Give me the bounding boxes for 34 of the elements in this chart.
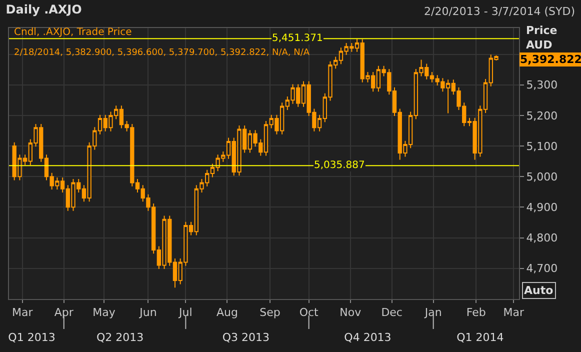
text: Auto	[524, 284, 554, 297]
x2-tick-label: Q3 2013	[222, 331, 270, 344]
x-tick-label: Mar	[503, 306, 524, 320]
y-tick-label: 5,300	[526, 78, 558, 92]
x-tick-label: Oct	[299, 306, 320, 320]
annotation: Cndl, .AXJO, Trade Price	[14, 27, 132, 38]
x2-tick-label: Q2 2013	[96, 331, 144, 344]
x2-tick-label: Q4 2013	[344, 331, 392, 344]
x-tick-label: Nov	[340, 306, 362, 320]
y-tick-label: 5,200	[526, 109, 558, 122]
y-tick-label: 4,800	[526, 232, 558, 245]
y-tick-label: 4,900	[526, 201, 558, 214]
x-tick-label: Apr	[54, 306, 74, 320]
x-tick-label: Jan	[424, 306, 442, 320]
y-tick-label: 5,100	[526, 140, 558, 153]
y-tick-label: 5,000	[526, 170, 558, 184]
x-tick-label: Jun	[138, 306, 157, 320]
x-tick-label: Mar	[12, 306, 34, 320]
text: 5,392.822	[520, 53, 581, 66]
x-tick-label: Aug	[216, 306, 238, 320]
x-tick-label: Sep	[260, 306, 280, 320]
annotation: 2/18/2014, 5,382.900, 5,396.600, 5,379.700, 5,392.822, N/A, N/A	[14, 48, 310, 58]
chart-title: Daily .AXJO	[6, 2, 82, 17]
ref-line-label: 5,035.887	[314, 160, 365, 171]
x-tick-label: Dec	[381, 306, 402, 320]
x2-tick-label: Q1 2014	[456, 331, 504, 344]
x2-tick-label: Q1 2013	[8, 331, 56, 344]
x-tick-label: Jul	[178, 306, 192, 320]
y-axis-title: Price AUD	[526, 24, 558, 52]
x-tick-label: Feb	[466, 306, 486, 320]
ref-line-label: 5,451.371	[272, 33, 323, 44]
y-tick-label: 4,700	[526, 262, 558, 276]
x-tick-label: May	[92, 306, 116, 320]
chart-subtitle: 2/20/2013 - 3/7/2014 (SYD)	[424, 5, 576, 18]
